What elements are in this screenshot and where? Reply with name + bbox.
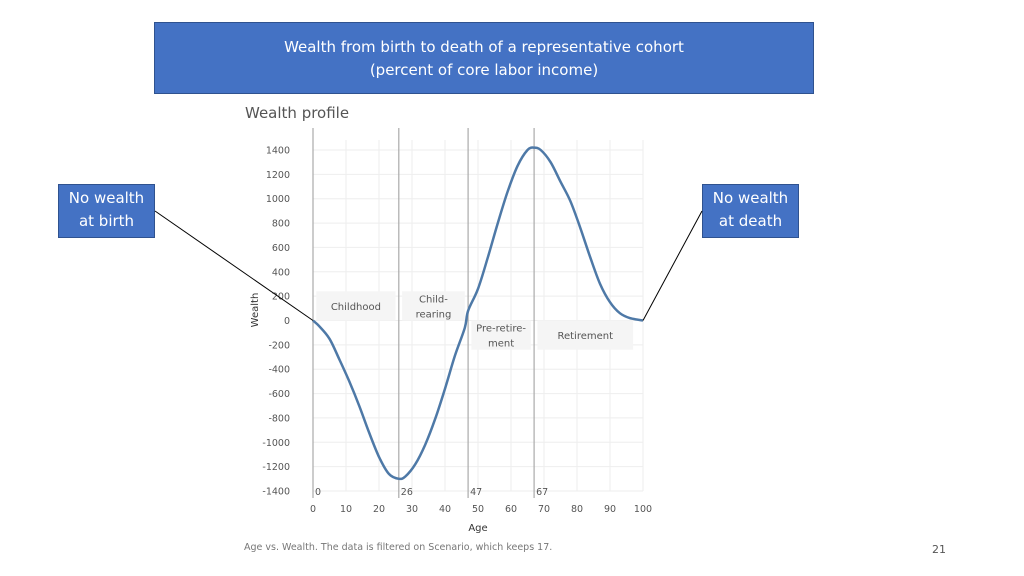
y-tick-label: -600: [268, 389, 290, 400]
x-tick-label: 100: [634, 504, 652, 515]
chart-title: Wealth profile: [245, 104, 350, 122]
y-tick-label: -1400: [262, 487, 290, 498]
x-tick-label: 50: [472, 504, 484, 515]
age-marker-label: 26: [401, 487, 413, 498]
region-label: Retirement: [557, 331, 613, 342]
callout-birth-line2: at birth: [78, 212, 135, 230]
callout-death-line1: No wealth: [712, 189, 789, 207]
x-tick-label: 30: [406, 504, 418, 515]
y-tick-label: -400: [268, 365, 290, 376]
region-label: rearing: [416, 309, 452, 320]
series-layer: [312, 146, 644, 481]
x-tick-label: 70: [538, 504, 550, 515]
callout-birth-line1: No wealth: [68, 189, 145, 207]
page-number: 21: [932, 543, 946, 556]
age-marker-label: 67: [536, 487, 548, 498]
y-tick-label: 400: [272, 267, 290, 278]
callout-no-wealth-at-death: No wealth at death: [702, 184, 799, 238]
x-tick-label: 60: [505, 504, 517, 515]
x-axis-label: Age: [468, 523, 487, 534]
region-box: [316, 291, 396, 321]
y-tick-label: -1000: [262, 438, 290, 449]
age-markers: 0 26 47 67: [312, 128, 548, 498]
slide-title-line2: (percent of core labor income): [369, 61, 599, 79]
x-tick-label: 80: [571, 504, 583, 515]
region-label: ment: [488, 339, 514, 350]
x-tick-label: 10: [340, 504, 352, 515]
slide-title-line1: Wealth from birth to death of a represen…: [284, 38, 684, 56]
x-axis-ticks: 0 10 20 30 40 50 60 70 80 90 100: [310, 504, 652, 515]
x-tick-label: 0: [310, 504, 316, 515]
callout-connectors: [154, 210, 703, 321]
region-label: Child-: [419, 294, 448, 305]
chart-caption: Age vs. Wealth. The data is filtered on …: [244, 542, 553, 553]
connector-death: [642, 210, 703, 321]
region-label: Childhood: [331, 302, 381, 313]
callout-death-line2: at death: [718, 212, 783, 230]
x-tick-label: 40: [439, 504, 451, 515]
region-box: [537, 320, 634, 350]
y-tick-label: 1200: [266, 170, 290, 181]
y-tick-label: -1200: [262, 462, 290, 473]
y-axis-label: Wealth: [250, 293, 261, 328]
slide-title-box: Wealth from birth to death of a represen…: [154, 22, 814, 94]
gridlines: [312, 140, 644, 492]
y-axis-ticks: 1400 1200 1000 800 600 400 200 0 -200 -400 -600 -80…: [262, 146, 290, 498]
connector-birth: [154, 210, 314, 321]
y-tick-label: 800: [272, 219, 290, 230]
y-tick-label: 0: [284, 316, 290, 327]
y-tick-label: -200: [268, 340, 290, 351]
life-stage-regions: Childhood Child-rearing Pre-retire-ment Ret…: [316, 291, 634, 350]
x-tick-label: 20: [373, 504, 385, 515]
region-box: [471, 320, 531, 350]
region-label: Pre-retire-: [476, 324, 526, 335]
wealth-series-line: [312, 146, 644, 481]
age-marker-label: 0: [315, 487, 321, 498]
y-tick-label: 200: [272, 292, 290, 303]
y-tick-label: 1400: [266, 146, 290, 157]
region-box: [402, 291, 465, 321]
y-tick-label: 1000: [266, 194, 290, 205]
y-tick-label: -800: [268, 413, 290, 424]
callout-no-wealth-at-birth: No wealth at birth: [58, 184, 155, 238]
age-marker-label: 47: [470, 487, 482, 498]
x-tick-label: 90: [604, 504, 616, 515]
y-tick-label: 600: [272, 243, 290, 254]
